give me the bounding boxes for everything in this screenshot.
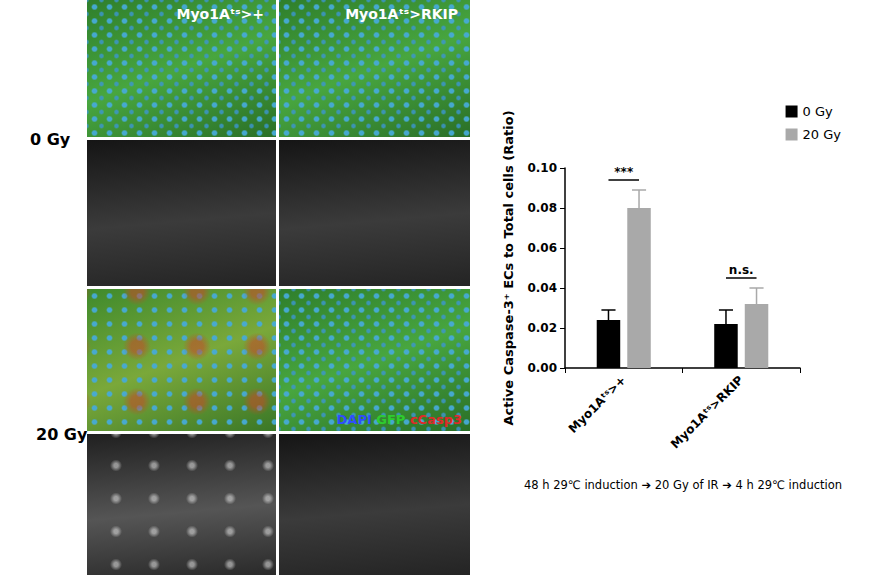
svg-text:Myo1Aᵗˢ>RKIP: Myo1Aᵗˢ>RKIP [668, 373, 746, 451]
svg-text:0.10: 0.10 [527, 161, 557, 175]
svg-text:20 Gy: 20 Gy [803, 127, 842, 142]
html-text:Myo1Aᵗˢ>+: Myo1Aᵗˢ>+ [176, 6, 264, 22]
svg-text:0.08: 0.08 [527, 201, 557, 215]
html-text:48 h 29℃ induction ➔ 20 Gy of: 48 h 29℃ induction ➔ 20 Gy of IR ➔ 4 h 2… [524, 478, 842, 492]
svg-text:***: *** [614, 165, 634, 179]
html-text:DAPI GFP cCasp3: DAPI GFP cCasp3 [336, 412, 462, 427]
svg-text:0.00: 0.00 [527, 361, 557, 375]
svg-text:0.04: 0.04 [527, 281, 557, 295]
svg-text:n.s.: n.s. [729, 263, 754, 277]
svg-text:0.06: 0.06 [527, 241, 557, 255]
html-text:0 Gy: 0 Gy [30, 130, 71, 149]
html-text:20 Gy: 20 Gy [36, 425, 88, 444]
svg-text:0 Gy: 0 Gy [803, 104, 833, 119]
svg-text:0.02: 0.02 [527, 321, 557, 335]
svg-text:Myo1Aᵗˢ>+: Myo1Aᵗˢ>+ [566, 373, 629, 436]
html-text:Myo1Aᵗˢ>RKIP: Myo1Aᵗˢ>RKIP [345, 6, 458, 22]
svg-text:Active Caspase-3⁺ ECs to Total: Active Caspase-3⁺ ECs to Total cells (Ra… [501, 110, 516, 425]
